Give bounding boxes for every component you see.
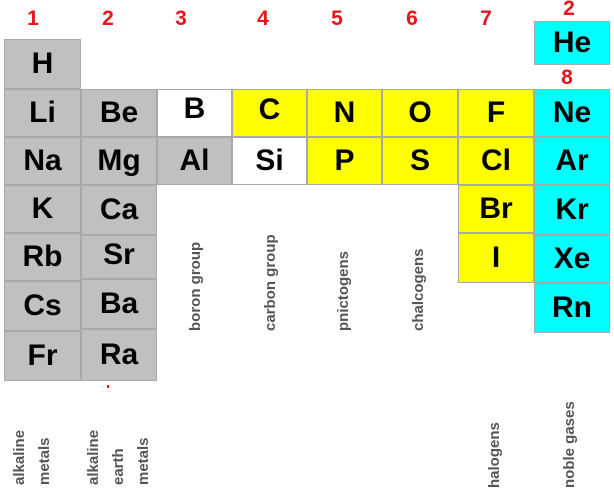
element-s: S bbox=[382, 137, 458, 185]
label-earth: earth bbox=[110, 448, 127, 485]
group-number-3: 3 bbox=[175, 7, 187, 30]
element-k: K bbox=[4, 185, 81, 233]
label-metals-2: metals bbox=[135, 437, 152, 485]
group-number-5: 5 bbox=[331, 7, 343, 30]
element-ra: Ra bbox=[81, 329, 157, 381]
element-n: N bbox=[307, 89, 382, 137]
label-pnictogens: pnictogens bbox=[335, 250, 352, 331]
element-ar: Ar bbox=[534, 137, 610, 185]
element-sr: Sr bbox=[81, 235, 157, 279]
element-p: P bbox=[307, 137, 382, 185]
label-alkaline-2: alkaline bbox=[85, 429, 102, 485]
label-alkaline: alkaline bbox=[11, 429, 28, 485]
noble-group-number-8: 8 bbox=[561, 66, 573, 89]
label-carbon-group: carbon group bbox=[262, 234, 279, 331]
label-chalcogens: chalcogens bbox=[410, 248, 427, 331]
element-ba: Ba bbox=[81, 279, 157, 329]
element-o: O bbox=[382, 89, 458, 137]
element-f: F bbox=[458, 89, 534, 137]
element-si: Si bbox=[232, 137, 307, 185]
helium-group-number: 2 bbox=[563, 0, 575, 20]
element-fr: Fr bbox=[4, 331, 81, 381]
radium-mark bbox=[107, 385, 109, 388]
element-br: Br bbox=[458, 185, 534, 233]
group-number-6: 6 bbox=[406, 7, 418, 30]
element-na: Na bbox=[4, 137, 81, 185]
element-b: B bbox=[157, 89, 232, 137]
element-he: He bbox=[534, 21, 610, 65]
element-ne: Ne bbox=[534, 89, 610, 137]
group-number-2: 2 bbox=[102, 7, 114, 30]
element-cl: Cl bbox=[458, 137, 534, 185]
element-i: I bbox=[458, 233, 534, 283]
group-number-7: 7 bbox=[480, 7, 492, 30]
element-mg: Mg bbox=[81, 137, 157, 185]
element-c: C bbox=[232, 89, 307, 137]
label-halogens: halogens bbox=[486, 422, 503, 488]
element-rb: Rb bbox=[4, 233, 81, 281]
element-ca: Ca bbox=[81, 185, 157, 235]
element-cs: Cs bbox=[4, 281, 81, 331]
element-be: Be bbox=[81, 89, 157, 137]
label-metals-1: metals bbox=[36, 437, 53, 485]
group-number-1: 1 bbox=[27, 7, 39, 30]
label-boron-group: boron group bbox=[187, 241, 204, 331]
element-kr: Kr bbox=[534, 185, 610, 235]
element-h: H bbox=[4, 39, 81, 89]
element-al: Al bbox=[157, 137, 232, 185]
element-li: Li bbox=[4, 89, 81, 137]
element-xe: Xe bbox=[534, 235, 610, 283]
element-rn: Rn bbox=[534, 283, 610, 333]
label-noble-gases: noble gases bbox=[561, 401, 578, 488]
group-number-4: 4 bbox=[257, 7, 269, 30]
